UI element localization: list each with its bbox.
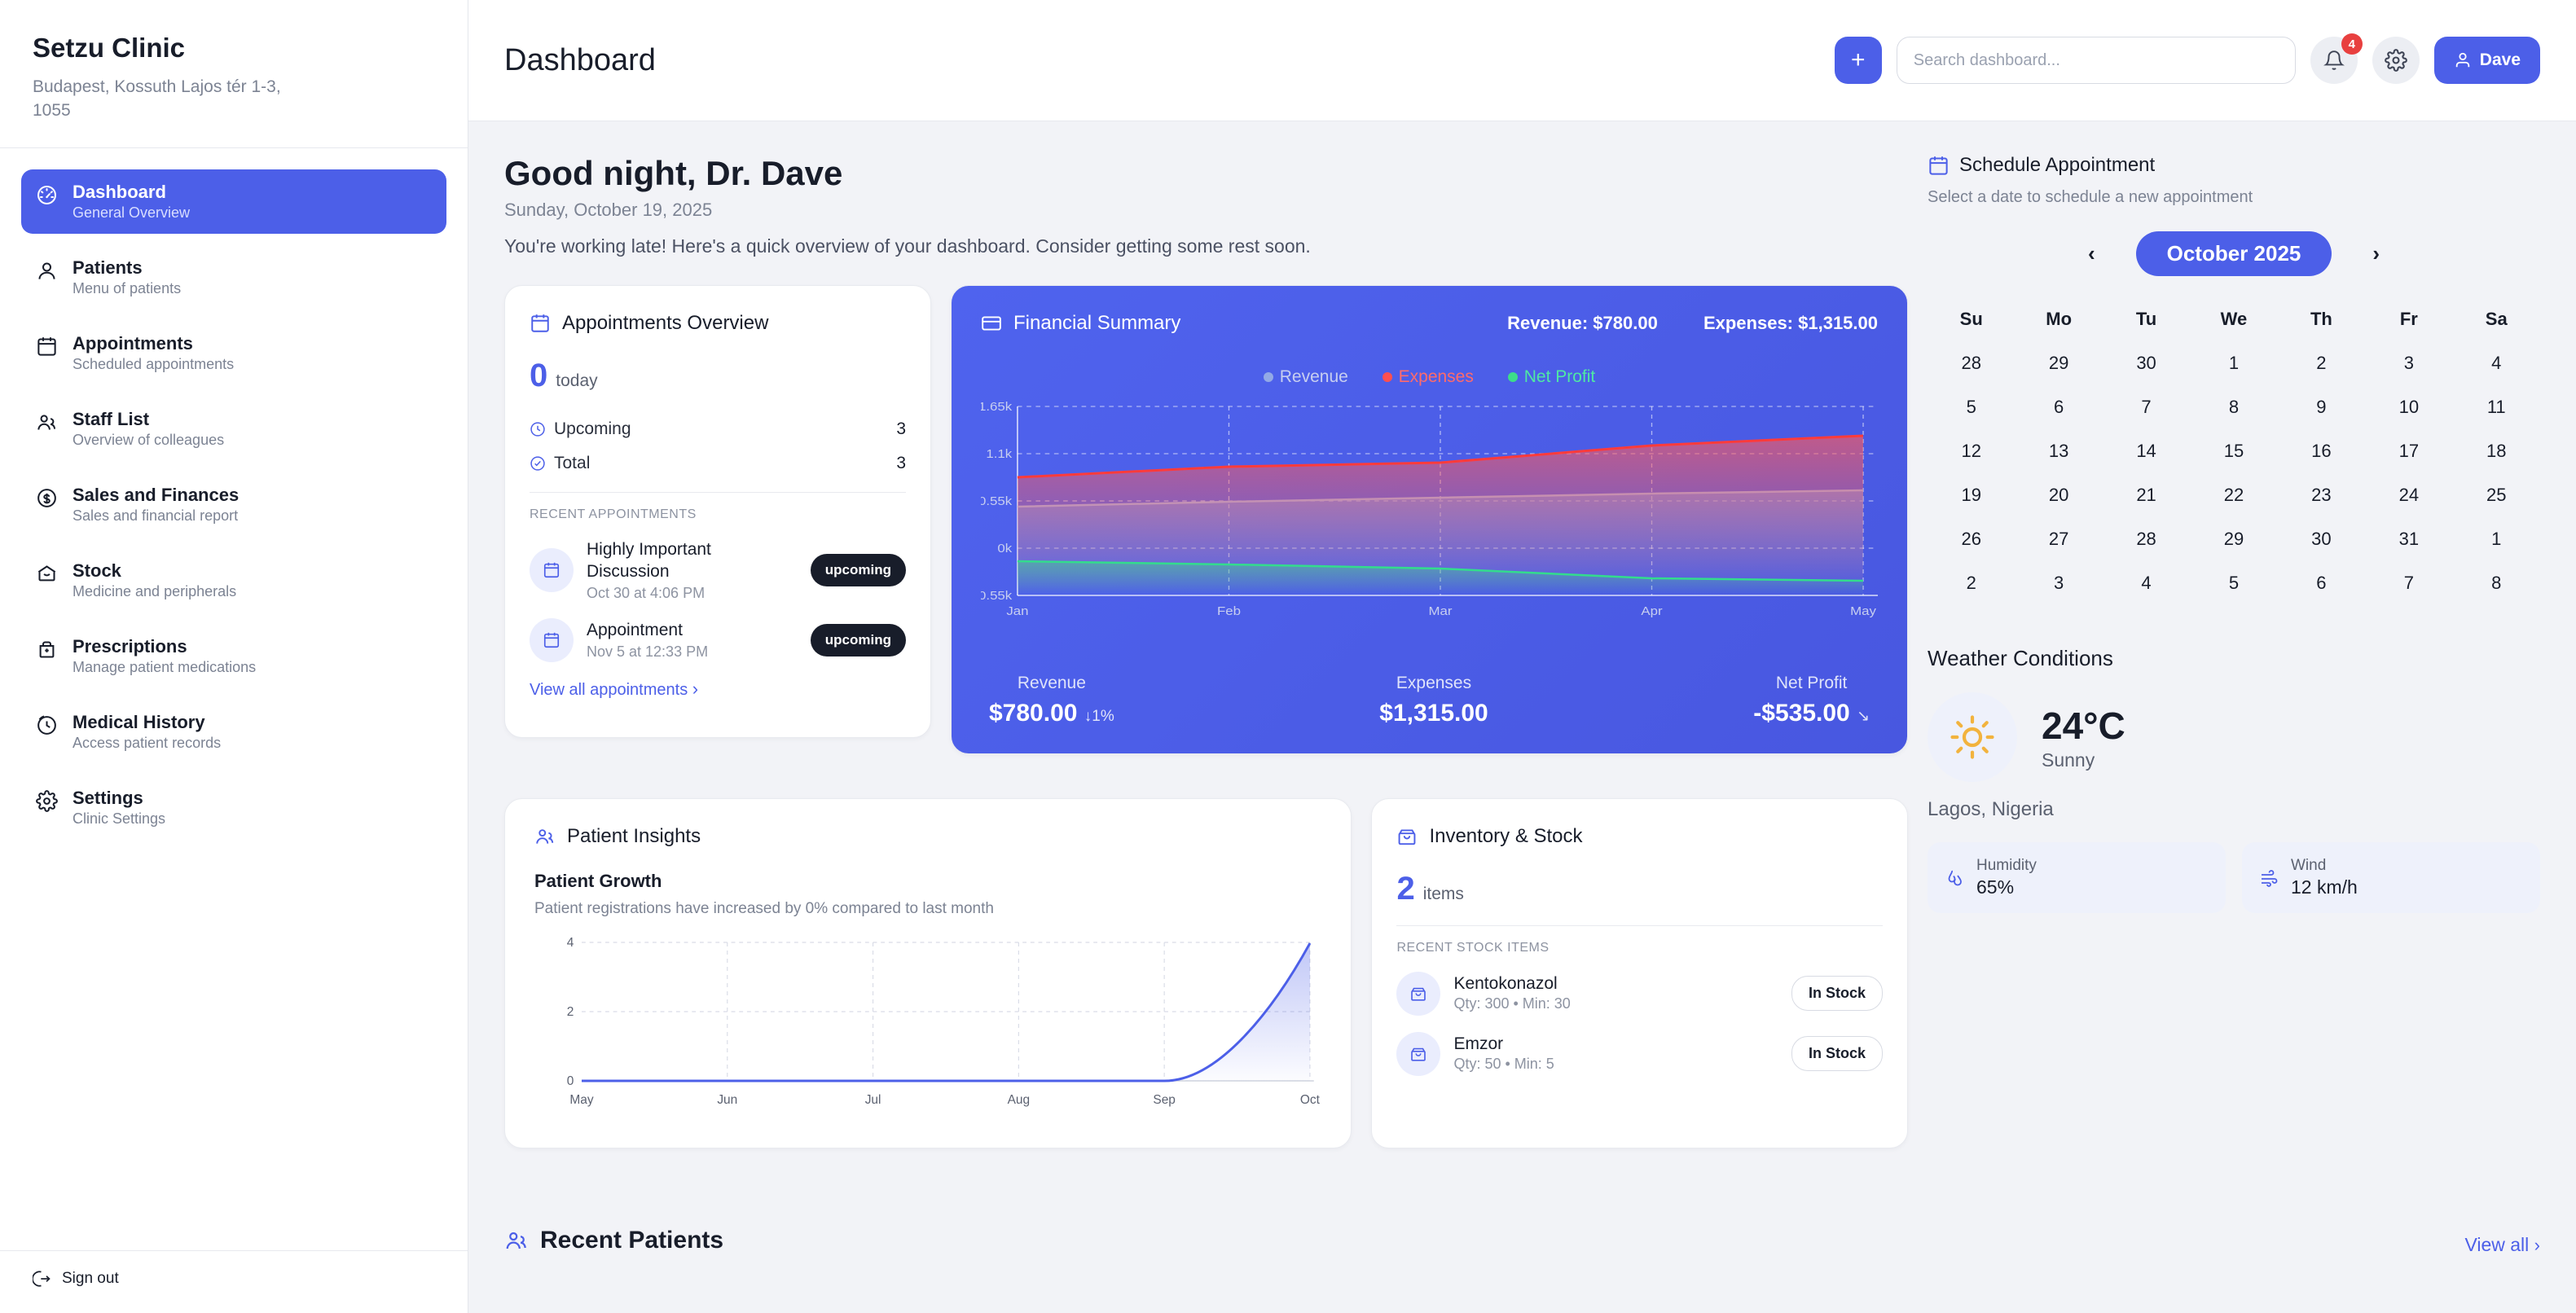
svg-text:Oct: Oct [1300,1092,1321,1106]
svg-text:Jan: Jan [1006,605,1028,618]
svg-text:Sep: Sep [1153,1092,1176,1106]
svg-text:Apr: Apr [1641,605,1663,618]
svg-text:0: 0 [567,1074,574,1087]
svg-text:1.65k: 1.65k [981,401,1012,414]
svg-text:4: 4 [567,935,574,949]
svg-text:1.1k: 1.1k [986,448,1012,461]
svg-text:0.55k: 0.55k [981,495,1012,508]
svg-text:0k: 0k [997,542,1012,556]
svg-text:Mar: Mar [1428,605,1453,618]
svg-text:May: May [569,1092,593,1106]
svg-text:Aug: Aug [1008,1092,1030,1106]
svg-text:2: 2 [567,1004,574,1018]
svg-text:Jun: Jun [717,1092,737,1106]
svg-text:Jul: Jul [865,1092,881,1106]
svg-text:Feb: Feb [1217,605,1241,618]
svg-text:-0.55k: -0.55k [981,590,1012,603]
svg-text:May: May [1850,605,1876,618]
